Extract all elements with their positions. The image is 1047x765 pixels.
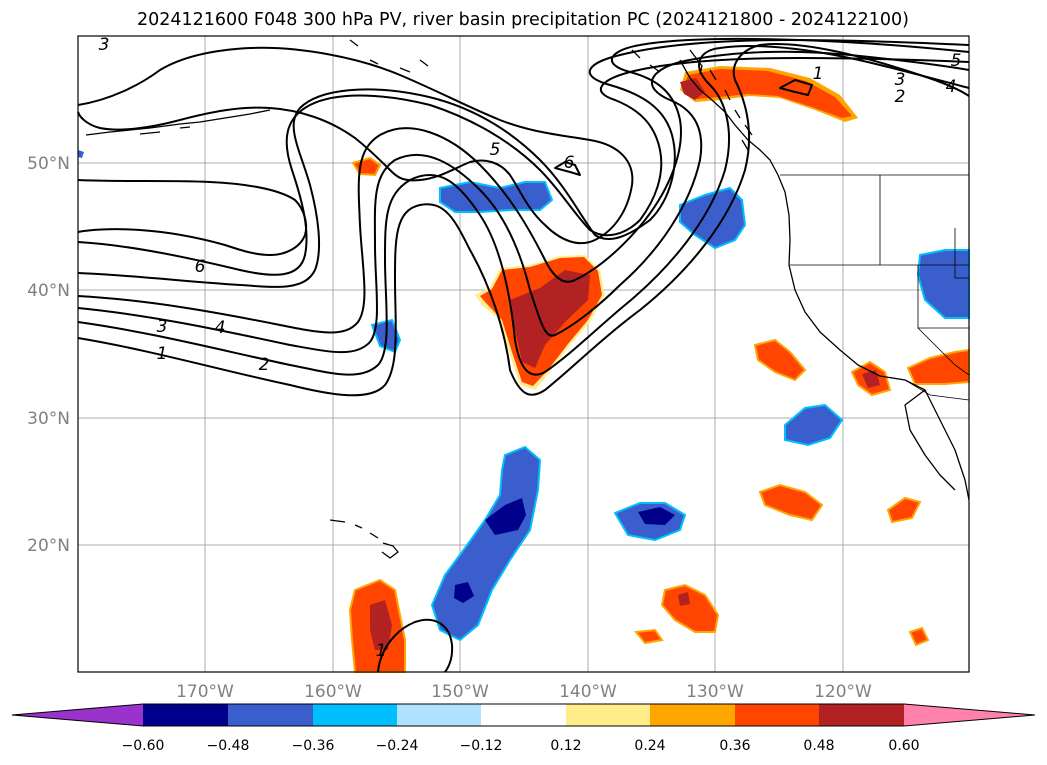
- lat-label: 30°N: [27, 409, 70, 429]
- colorbar-extend-low: [12, 704, 143, 726]
- political-borders: [780, 174, 970, 401]
- lat-label: 20°N: [27, 536, 70, 556]
- colorbar-segment: [819, 704, 904, 726]
- colorbar-tick-label: −0.60: [122, 738, 165, 754]
- colorbar-tick-label: −0.12: [460, 738, 503, 754]
- contour-label: 6: [195, 257, 206, 277]
- colorbar-tick-label: −0.48: [207, 738, 250, 754]
- contour-label: 5: [951, 51, 962, 71]
- contour-label: 3: [157, 317, 168, 337]
- colorbar-segment: [313, 704, 397, 726]
- contour-label: 5: [490, 140, 501, 160]
- anomaly-california-offshore: [753, 338, 807, 382]
- contour-label: 4: [946, 77, 957, 97]
- map-panel: 3 5 6 1 3 4 2 5 6 3 4 1 2 1: [77, 35, 970, 673]
- colorbar-segment: [566, 704, 650, 726]
- contour-label: 3: [99, 35, 110, 55]
- gridlines: [78, 36, 969, 672]
- anomaly-central-negative: [613, 502, 687, 542]
- anomaly-hawaii-south: [348, 578, 406, 673]
- lat-label: 40°N: [27, 281, 70, 301]
- pv-contours: [77, 37, 970, 673]
- anomaly-small-patch-1: [634, 628, 664, 645]
- contour-label: 3: [895, 70, 906, 90]
- contour-label: 2: [895, 87, 906, 107]
- anomaly-southern-california: [850, 348, 970, 397]
- colorbar-tick-label: −0.24: [376, 738, 419, 754]
- anomaly-subtropical-central: [660, 583, 720, 633]
- colorbar-outline: [11, 703, 1036, 727]
- contour-label: 4: [215, 318, 226, 338]
- anomaly-subtropical-negative-band: [430, 445, 542, 642]
- lon-label: 140°W: [559, 682, 617, 702]
- contour-label: 1: [813, 64, 824, 84]
- colorbar-tick-label: 0.24: [634, 738, 665, 754]
- anomaly-north-pacific-negative: [439, 180, 554, 213]
- contour-label: 1: [376, 641, 387, 661]
- contour-label: 6: [564, 153, 575, 173]
- colorbar-tick-label: 0.12: [550, 738, 581, 754]
- colorbar-segment: [397, 704, 481, 726]
- colorbar-extend-high: [904, 704, 1035, 726]
- longitude-labels: 170°W 160°W 150°W 140°W 130°W 120°W: [176, 682, 872, 702]
- lon-label: 150°W: [431, 682, 489, 702]
- anomaly-great-basin-negative: [916, 249, 970, 319]
- lon-label: 130°W: [686, 682, 744, 702]
- map-title: 2024121600 F048 300 hPa PV, river basin …: [137, 10, 909, 30]
- map-frame: [77, 35, 970, 673]
- colorbar-tick-label: 0.60: [888, 738, 919, 754]
- colorbar: −0.60 −0.48 −0.36 −0.24 −0.12 0.12 0.24 …: [11, 703, 1036, 754]
- anomaly-small-patch-2: [908, 626, 930, 647]
- colorbar-segment: [481, 704, 566, 726]
- latitude-labels: 50°N 40°N 30°N 20°N: [27, 154, 70, 556]
- colorbar-segment: [143, 704, 228, 726]
- colorbar-tick-label: 0.36: [719, 738, 750, 754]
- colorbar-segment: [650, 704, 735, 726]
- colorbar-tick-label: −0.36: [292, 738, 335, 754]
- anomaly-california-south-negative: [784, 403, 844, 447]
- negative-anomaly-areas: [78, 150, 970, 642]
- contour-label: 2: [259, 355, 270, 375]
- lon-label: 160°W: [304, 682, 362, 702]
- anomaly-gulf-of-alaska: [680, 66, 858, 122]
- anomaly-subtropical-east: [758, 483, 824, 522]
- colorbar-segment: [735, 704, 819, 726]
- anomaly-west-edge-negative: [78, 150, 84, 158]
- contour-labels: 3 5 6 1 3 4 2 5 6 3 4 1 2 1: [99, 35, 962, 661]
- lat-label: 50°N: [27, 154, 70, 174]
- lon-label: 170°W: [176, 682, 234, 702]
- contour-label: 1: [157, 344, 168, 364]
- anomaly-baja-offshore: [886, 496, 922, 524]
- lon-label: 120°W: [814, 682, 872, 702]
- colorbar-segment: [228, 704, 313, 726]
- colorbar-tick-label: 0.48: [803, 738, 834, 754]
